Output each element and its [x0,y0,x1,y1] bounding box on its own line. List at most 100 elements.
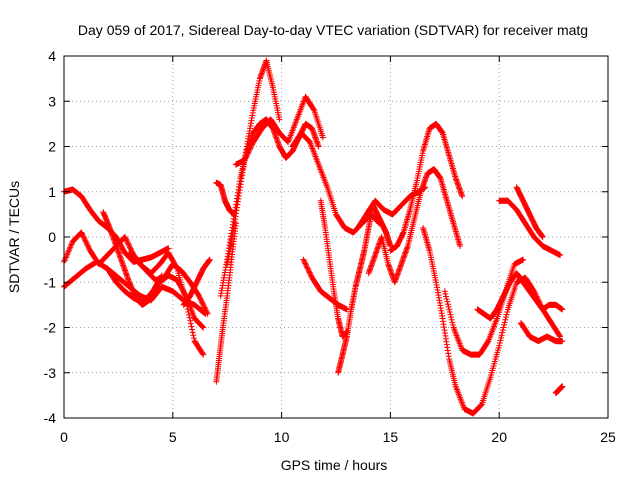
series-track-16 [335,202,394,376]
series-track-21 [441,256,527,358]
data-point [203,308,210,315]
data-point [307,272,314,279]
data-point [200,301,207,308]
x-axis-label: GPS time / hours [281,457,388,473]
data-point [186,314,193,321]
data-point [195,292,202,299]
data-point [305,268,312,275]
data-point [244,150,251,157]
data-point [190,335,197,342]
data-point [122,235,129,242]
series-track-1 [61,186,172,265]
data-point [125,241,132,248]
data-point [64,251,71,258]
data-point [302,260,309,267]
data-point [242,154,249,161]
data-point [306,269,313,276]
data-point [182,291,189,298]
data-point [196,294,203,301]
data-point [83,239,90,246]
data-point [247,144,254,151]
data-point [189,329,196,336]
data-point [200,303,207,310]
y-tick-label: 4 [48,48,56,64]
series-track-15 [317,197,350,340]
y-tick-label: -3 [44,365,57,381]
series-track-23 [496,197,564,259]
data-point [199,299,206,306]
data-point [68,241,75,248]
y-tick-label: 0 [48,229,56,245]
data-point [245,148,252,155]
data-point [80,233,87,240]
data-point [79,230,86,237]
data-point [199,350,206,357]
data-point [62,255,69,262]
data-point [65,247,72,254]
data-point [246,146,253,153]
data-points [61,57,566,417]
data-point [80,234,87,241]
data-point [199,323,206,330]
series-track-10 [224,57,283,268]
y-tick-label: 2 [48,139,56,155]
y-tick-label: 3 [48,93,56,109]
data-point [248,142,255,149]
data-point [200,324,207,331]
data-point [61,257,68,264]
data-point [84,242,91,249]
series-track-12 [232,93,326,168]
data-point [242,155,249,162]
data-point [79,232,86,239]
data-point [82,237,89,244]
data-point [301,259,308,266]
data-point [197,296,204,303]
data-point [241,157,248,164]
data-point [187,320,194,327]
data-point [202,305,209,312]
data-point [127,245,134,252]
data-point [244,151,251,158]
data-point [319,134,326,141]
x-tick-label: 0 [60,429,68,445]
y-tick-label: 1 [48,184,56,200]
data-point [249,141,256,148]
x-tick-label: 25 [600,429,616,445]
series-track-26 [552,383,566,397]
data-point [121,234,128,240]
data-point [125,240,132,247]
series-track-7 [180,256,213,308]
data-point [243,153,250,160]
data-point [81,235,88,242]
series-track-14 [300,256,350,313]
data-point [200,351,207,358]
data-point [201,304,208,311]
data-point [65,248,72,255]
series-track-8 [213,220,239,385]
data-point [85,244,92,251]
data-point [307,270,314,277]
data-point [300,257,307,264]
series-track-9 [213,179,237,218]
data-point [198,297,205,304]
grid-lines [64,56,608,418]
data-point [199,300,206,307]
data-point [190,332,197,339]
data-point [82,238,89,245]
x-tick-label: 15 [383,429,399,445]
series-track-18 [365,166,464,286]
data-point [85,243,92,250]
data-point [123,237,130,244]
x-tick-label: 10 [274,429,290,445]
series-track-11 [217,116,322,299]
data-point [64,250,71,257]
data-point [206,256,213,263]
data-point [302,261,309,268]
data-point [66,245,73,252]
data-point [276,116,283,123]
data-point [126,244,133,251]
data-point [202,307,209,314]
data-point [199,323,206,330]
